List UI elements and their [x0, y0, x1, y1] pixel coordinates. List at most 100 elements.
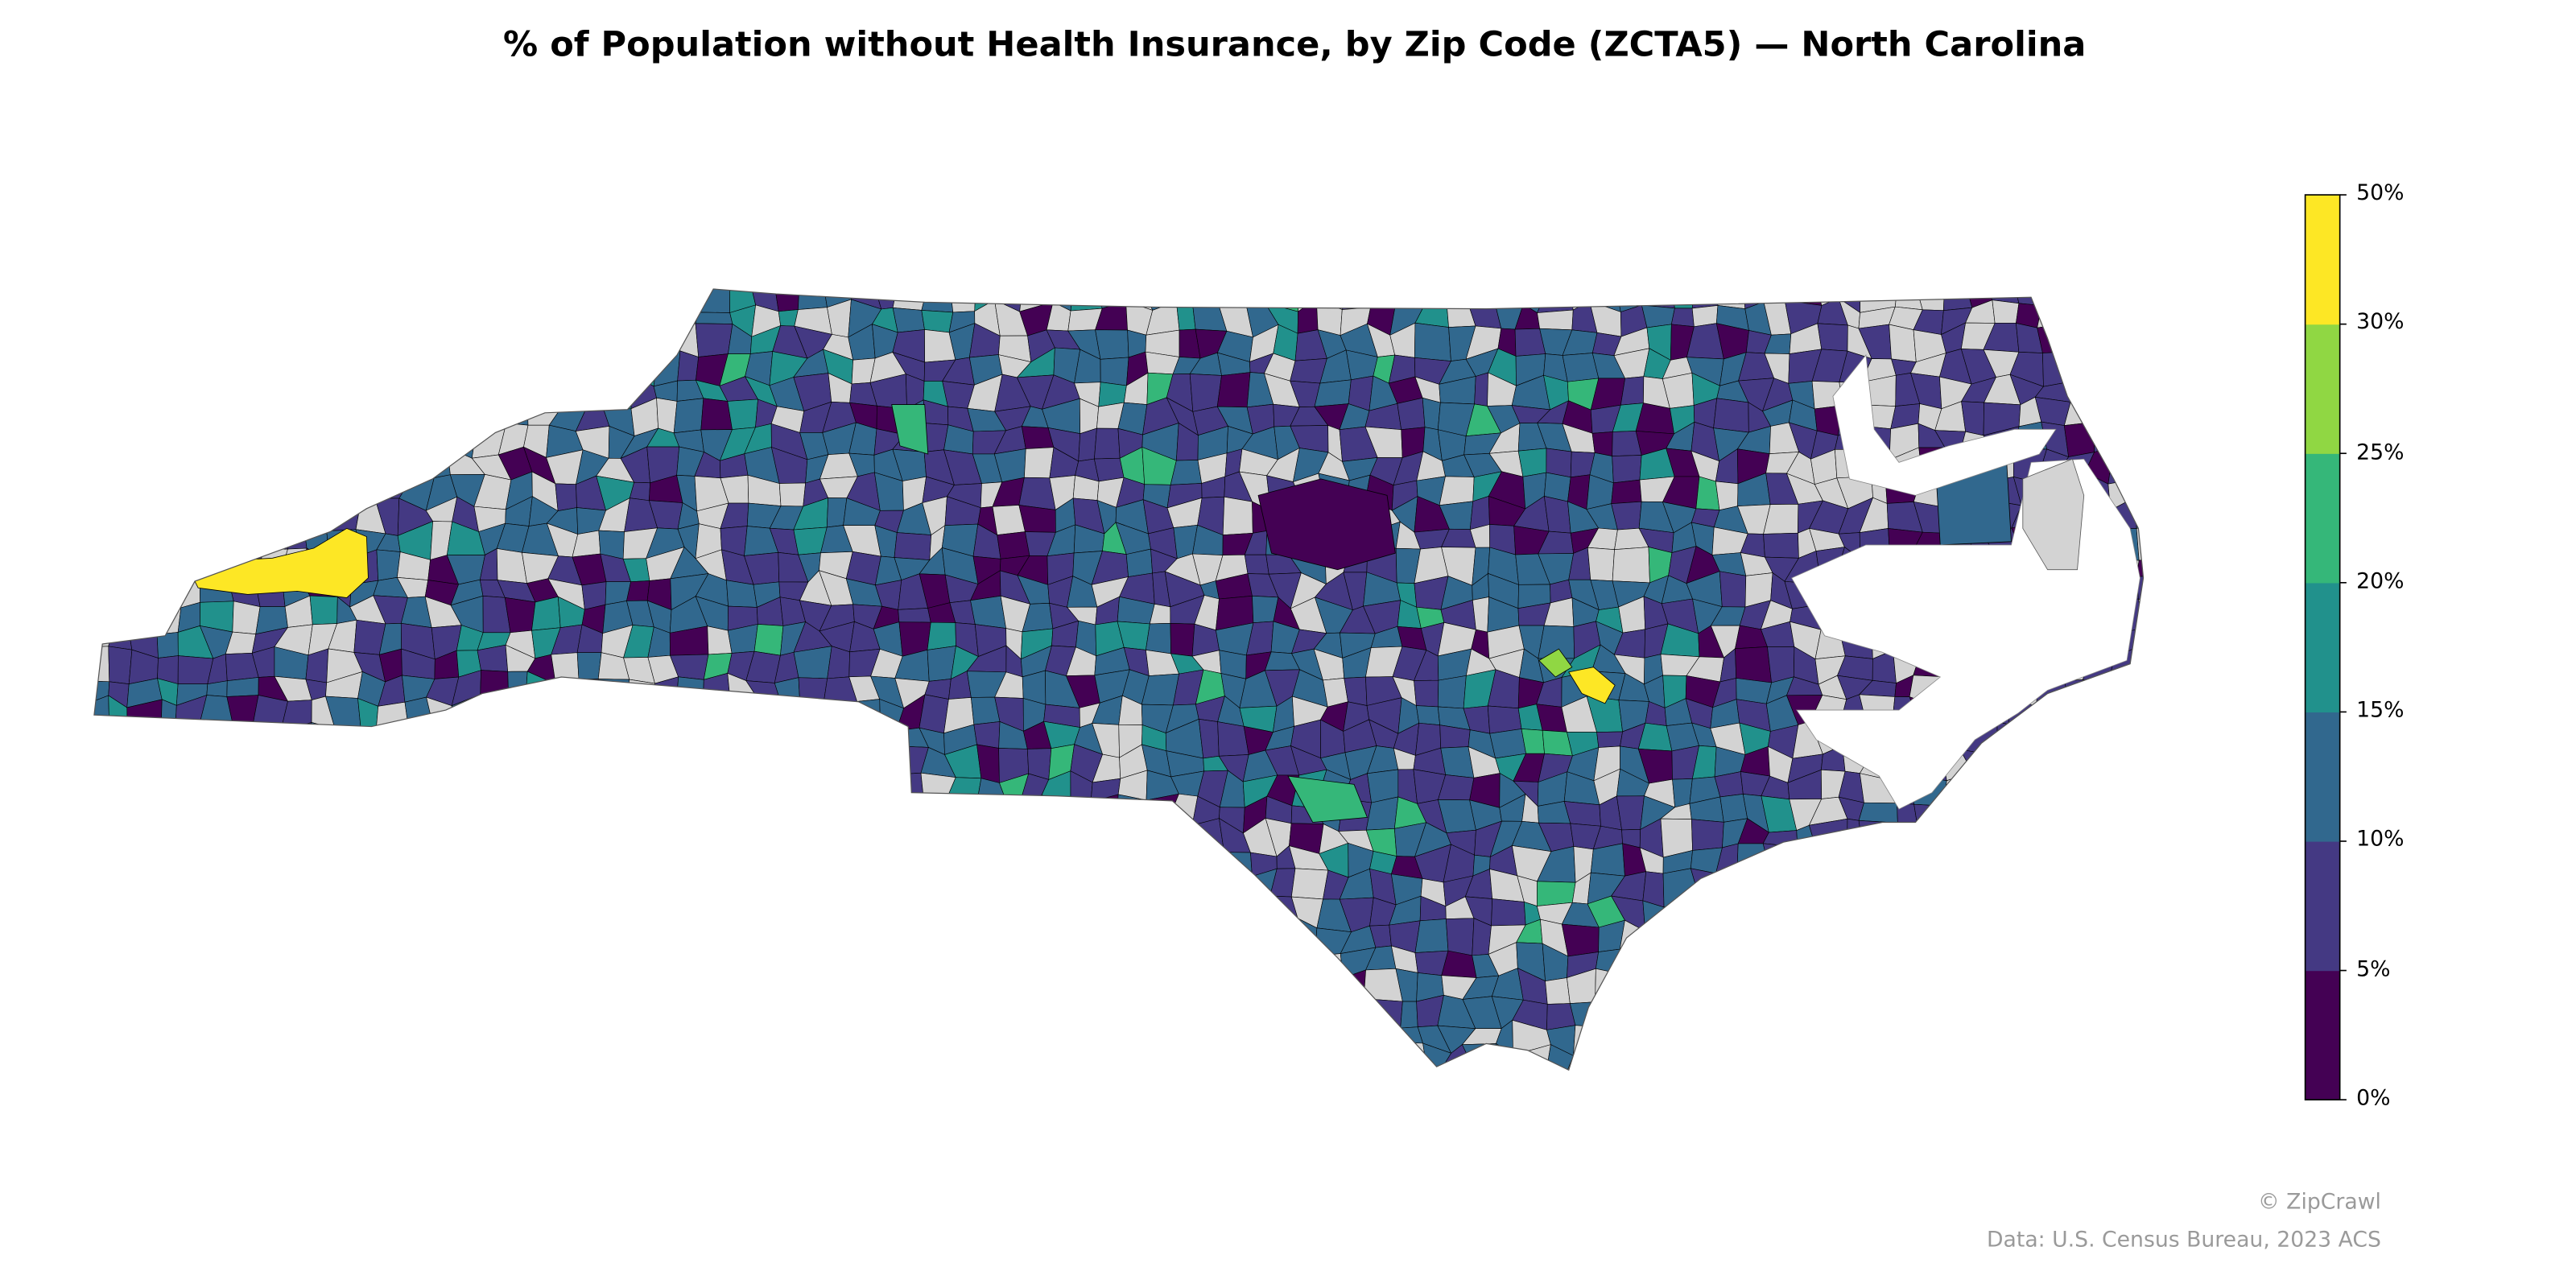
zcta-region[interactable]: [299, 384, 335, 403]
zcta-region[interactable]: [946, 919, 974, 956]
zcta-region[interactable]: [430, 1068, 459, 1100]
zcta-region[interactable]: [254, 446, 287, 482]
zcta-region[interactable]: [1810, 1042, 1840, 1070]
zcta-region[interactable]: [257, 277, 284, 309]
zcta-region[interactable]: [86, 456, 113, 481]
zcta-region[interactable]: [1561, 923, 1600, 957]
zcta-region[interactable]: [682, 848, 707, 882]
zcta-region[interactable]: [2112, 372, 2145, 410]
zcta-region[interactable]: [702, 847, 729, 875]
zcta-region[interactable]: [602, 770, 630, 809]
zcta-region[interactable]: [1294, 967, 1322, 995]
zcta-region[interactable]: [1342, 995, 1366, 1026]
zcta-region[interactable]: [943, 795, 980, 832]
zcta-region[interactable]: [1690, 946, 1722, 978]
zcta-region[interactable]: [128, 595, 163, 635]
zcta-region[interactable]: [349, 757, 382, 778]
zcta-region[interactable]: [471, 719, 507, 758]
zcta-region[interactable]: [105, 283, 135, 314]
zcta-region[interactable]: [968, 893, 1001, 927]
zcta-region[interactable]: [1738, 1018, 1768, 1056]
zcta-region[interactable]: [2012, 873, 2040, 906]
zcta-region[interactable]: [100, 1040, 134, 1080]
zcta-region[interactable]: [675, 819, 708, 852]
zcta-region[interactable]: [326, 379, 358, 407]
zcta-region[interactable]: [210, 898, 237, 921]
zcta-region[interactable]: [100, 1017, 134, 1045]
zcta-region[interactable]: [1962, 970, 1997, 1003]
zcta-region[interactable]: [871, 905, 906, 931]
zcta-region[interactable]: [210, 918, 237, 951]
zcta-region[interactable]: [524, 846, 557, 877]
zcta-region[interactable]: [597, 726, 634, 753]
zcta-region[interactable]: [384, 997, 411, 1018]
zcta-region[interactable]: [2082, 877, 2115, 902]
zcta-region[interactable]: [523, 301, 559, 334]
zcta-region[interactable]: [2061, 1048, 2087, 1074]
zcta-region[interactable]: [1619, 919, 1651, 956]
zcta-region[interactable]: [254, 923, 280, 954]
zcta-region[interactable]: [76, 521, 111, 552]
zcta-region[interactable]: [722, 745, 758, 784]
zcta-region[interactable]: [353, 1016, 386, 1056]
zcta-region[interactable]: [2135, 1021, 2166, 1055]
zcta-region[interactable]: [85, 820, 112, 855]
zcta-region[interactable]: [1240, 1067, 1277, 1096]
zcta-region[interactable]: [645, 824, 683, 851]
zcta-region[interactable]: [756, 748, 779, 780]
zcta-region[interactable]: [2081, 798, 2116, 821]
zcta-region[interactable]: [449, 1046, 477, 1076]
zcta-region[interactable]: [1000, 893, 1022, 927]
zcta-region[interactable]: [177, 655, 214, 684]
zcta-region[interactable]: [2109, 819, 2144, 854]
zcta-region[interactable]: [447, 302, 482, 334]
zcta-region[interactable]: [1275, 992, 1296, 1025]
zcta-region[interactable]: [449, 1068, 485, 1099]
zcta-region[interactable]: [456, 820, 486, 856]
zcta-region[interactable]: [1440, 279, 1469, 308]
zcta-region[interactable]: [546, 779, 585, 804]
zcta-region[interactable]: [546, 802, 585, 823]
zcta-region[interactable]: [127, 892, 155, 927]
zcta-region[interactable]: [551, 652, 580, 685]
zcta-region[interactable]: [402, 353, 436, 384]
zcta-region[interactable]: [952, 1042, 975, 1074]
zcta-region[interactable]: [2082, 1041, 2121, 1075]
zcta-region[interactable]: [973, 721, 1001, 749]
zcta-region[interactable]: [407, 279, 431, 308]
zcta-region[interactable]: [1191, 283, 1220, 303]
zcta-region[interactable]: [844, 748, 882, 773]
zcta-region[interactable]: [2110, 942, 2138, 976]
zcta-region[interactable]: [78, 869, 114, 898]
zcta-region[interactable]: [1041, 976, 1074, 1006]
zcta-region[interactable]: [1469, 495, 1490, 530]
zcta-region[interactable]: [800, 798, 833, 821]
zcta-region[interactable]: [232, 852, 254, 880]
zcta-region[interactable]: [723, 720, 757, 749]
zcta-region[interactable]: [1545, 977, 1571, 1005]
zcta-region[interactable]: [553, 975, 585, 1007]
zcta-region[interactable]: [1118, 1076, 1147, 1105]
zcta-region[interactable]: [597, 349, 634, 382]
zcta-region[interactable]: [799, 969, 827, 1006]
zcta-region[interactable]: [620, 892, 653, 923]
zcta-region[interactable]: [2033, 947, 2066, 978]
zcta-region[interactable]: [1225, 974, 1245, 1002]
zcta-region[interactable]: [845, 991, 881, 1030]
zcta-region[interactable]: [1811, 994, 1840, 1022]
zcta-region[interactable]: [2113, 427, 2142, 451]
zcta-region[interactable]: [151, 286, 185, 313]
zcta-region[interactable]: [1641, 281, 1675, 309]
zcta-region[interactable]: [799, 1004, 827, 1020]
zcta-region[interactable]: [796, 928, 825, 955]
zcta-region[interactable]: [1321, 976, 1344, 996]
zcta-region[interactable]: [374, 398, 409, 437]
zcta-region[interactable]: [229, 976, 263, 996]
zcta-region[interactable]: [325, 823, 353, 853]
zcta-region[interactable]: [1785, 967, 1817, 1006]
zcta-region[interactable]: [401, 375, 423, 411]
zcta-region[interactable]: [1837, 843, 1864, 878]
zcta-region[interactable]: [1175, 299, 1196, 331]
zcta-region[interactable]: [1958, 894, 1993, 923]
zcta-region[interactable]: [553, 723, 583, 754]
